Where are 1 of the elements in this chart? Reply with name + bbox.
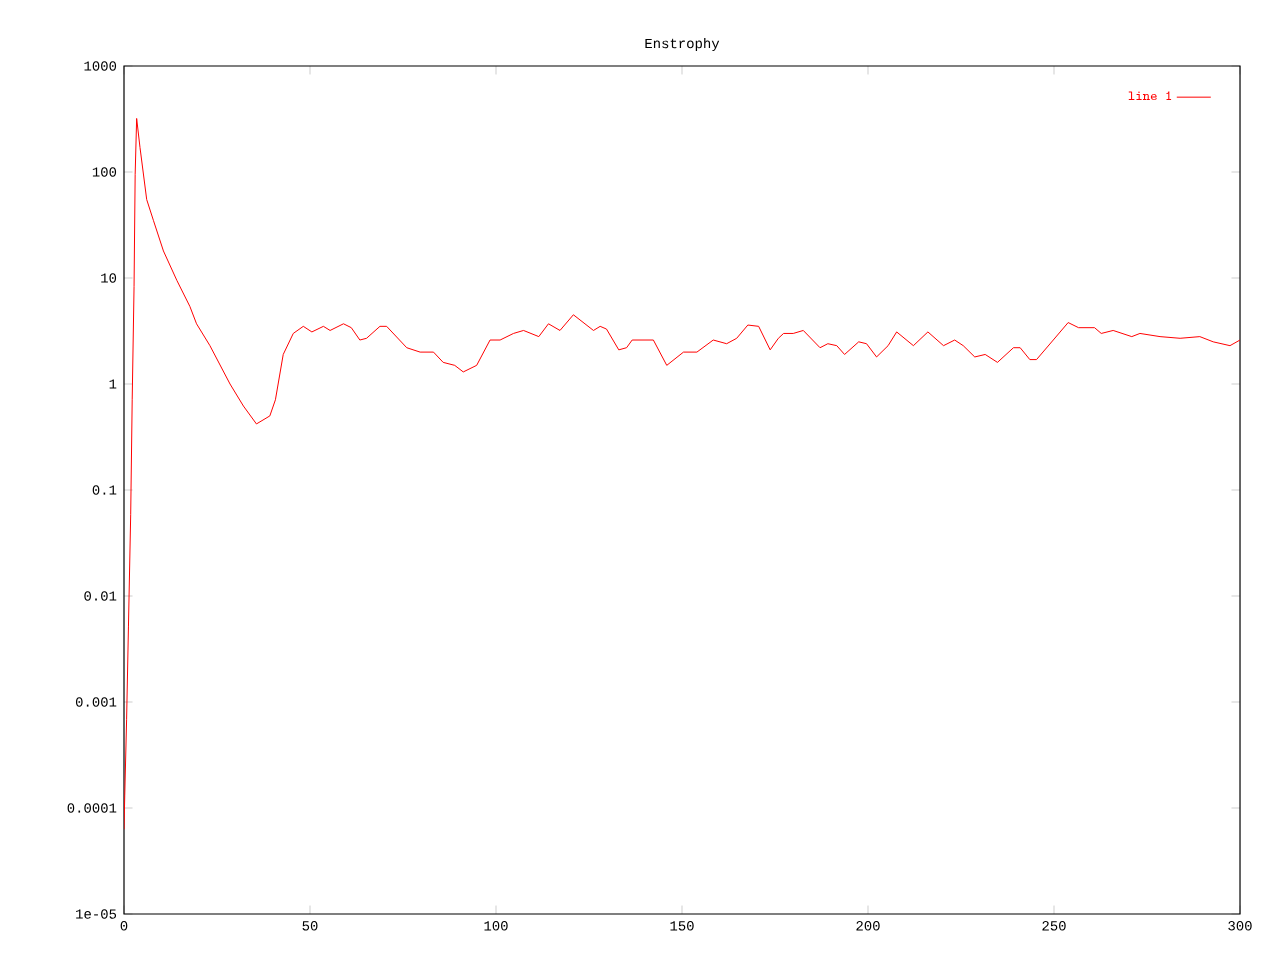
line-series: [124, 117, 1241, 830]
